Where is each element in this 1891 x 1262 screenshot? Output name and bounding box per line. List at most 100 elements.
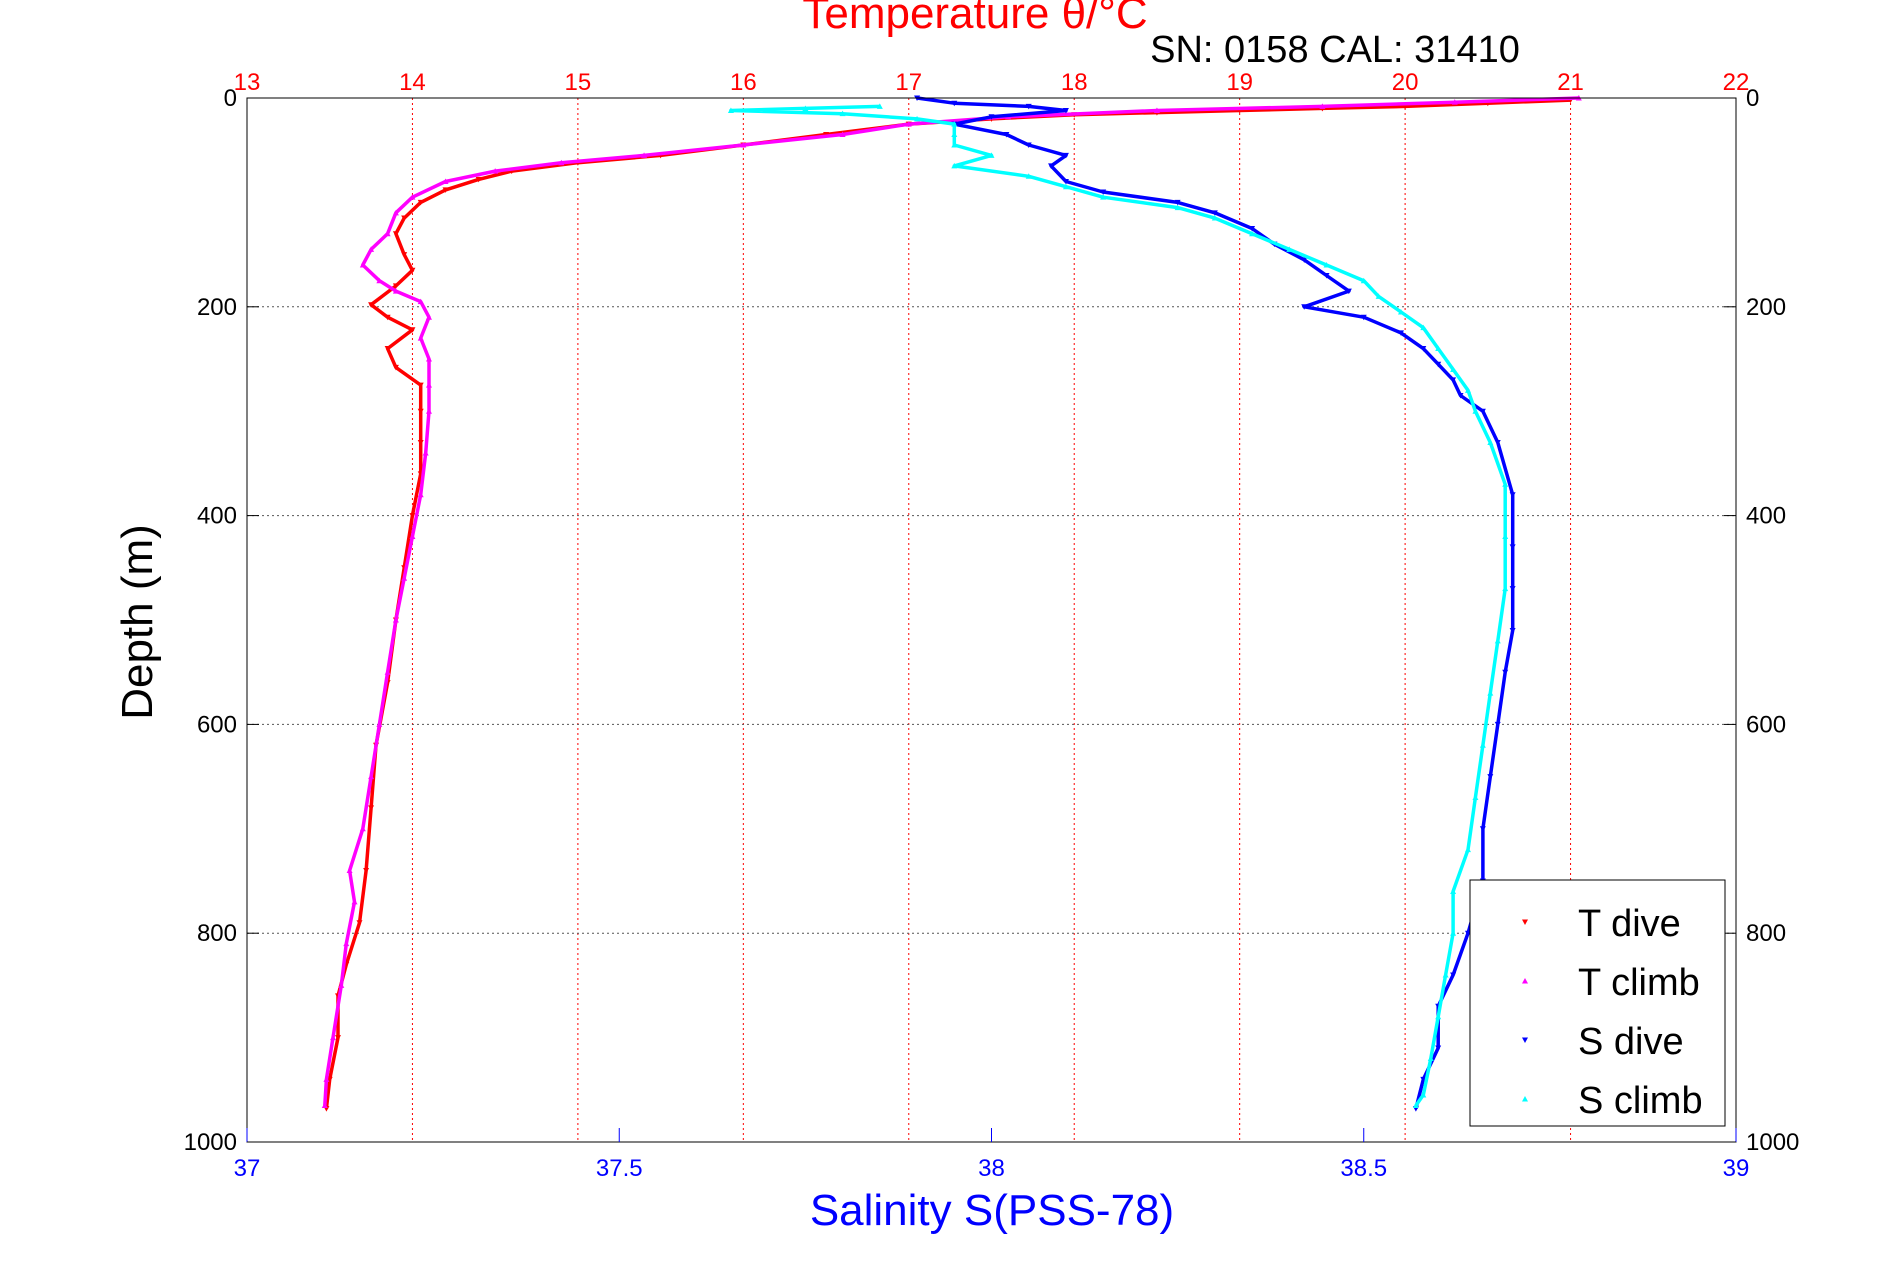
data-point: [376, 277, 383, 284]
data-point: [368, 773, 375, 780]
data-point: [1360, 314, 1367, 321]
data-point: [392, 364, 399, 371]
data-point: [1450, 366, 1457, 372]
data-point: [417, 408, 424, 415]
data-point: [727, 107, 734, 114]
data-point: [492, 168, 499, 174]
data-point: [1174, 199, 1181, 206]
data-point: [1249, 230, 1256, 237]
left-tick-label: 0: [224, 85, 237, 112]
data-point: [392, 209, 399, 216]
data-point: [425, 314, 432, 320]
data-point: [1435, 345, 1442, 352]
data-point: [392, 617, 399, 623]
data-point: [1100, 194, 1107, 200]
data-point: [1420, 324, 1427, 331]
data-point: [392, 231, 399, 237]
data-point: [334, 1035, 341, 1041]
data-point: [1025, 142, 1032, 148]
data-point: [330, 1034, 337, 1041]
data-point: [384, 346, 391, 352]
legend: T dive T climb S dive S climb: [1469, 879, 1726, 1127]
top-tick-label: 22: [1723, 69, 1750, 96]
data-point: [1502, 533, 1509, 539]
data-point: [1479, 826, 1486, 832]
data-point: [376, 721, 383, 727]
data-point: [1509, 586, 1516, 592]
left-tick-label: 800: [197, 920, 237, 947]
data-point: [1487, 774, 1494, 780]
top-tick-label: 19: [1226, 69, 1253, 96]
legend-marker: [1522, 978, 1528, 984]
data-point: [1420, 346, 1427, 352]
data-point: [1464, 846, 1471, 853]
data-point: [384, 314, 391, 321]
data-point: [1062, 108, 1069, 114]
data-point: [323, 1076, 330, 1082]
data-point: [363, 868, 370, 874]
data-point: [422, 449, 429, 456]
data-point: [1487, 439, 1494, 446]
data-point: [425, 382, 432, 388]
data-point: [409, 327, 416, 333]
data-point: [425, 356, 432, 362]
data-point: [1457, 393, 1464, 399]
y-axis-label: Depth (m): [113, 524, 162, 720]
right-tick-label: 600: [1746, 711, 1786, 738]
axes: 13 14 15 16 17 18 19 20 21 22 37 37.5 38 38.5 39 0 0 200 2…: [184, 69, 1800, 1182]
data-point: [409, 513, 416, 519]
data-point: [951, 100, 958, 107]
data-point: [740, 141, 747, 148]
data-point: [1174, 204, 1181, 211]
data-point: [951, 141, 958, 148]
data-point: [1211, 210, 1218, 216]
left-tick-label: 200: [197, 294, 237, 321]
data-point: [839, 110, 846, 117]
data-point: [401, 575, 408, 581]
data-point: [409, 267, 416, 274]
data-point: [951, 121, 958, 127]
data-point: [1435, 1045, 1442, 1052]
data-point: [1319, 103, 1326, 109]
right-tick-label: 800: [1746, 920, 1786, 947]
data-points: [321, 95, 1582, 1112]
data-point: [343, 940, 350, 947]
data-point: [1451, 99, 1458, 105]
legend-box: [1469, 879, 1726, 1127]
data-point: [321, 1102, 328, 1108]
data-point: [1286, 246, 1293, 252]
data-point: [1464, 387, 1471, 393]
data-point: [409, 533, 416, 539]
data-point: [384, 230, 391, 237]
bottom-tick-label: 37.5: [596, 1155, 643, 1182]
data-point: [417, 491, 424, 498]
data-point: [384, 669, 391, 675]
series-s-climb: [727, 103, 1509, 1108]
data-point: [1048, 163, 1055, 169]
legend-label: T dive: [1578, 903, 1681, 945]
data-point: [1509, 492, 1516, 498]
data-point: [425, 408, 432, 414]
data-point: [914, 115, 921, 122]
top-tick-label: 20: [1392, 69, 1419, 96]
data-point: [951, 162, 958, 169]
data-point: [1062, 152, 1069, 159]
data-point: [1062, 183, 1069, 190]
data-point: [1479, 742, 1486, 748]
data-point: [368, 246, 375, 252]
data-point: [1360, 277, 1367, 284]
data-point: [1494, 721, 1501, 728]
data-point: [1502, 481, 1509, 487]
data-point: [368, 805, 375, 811]
top-tick-label: 16: [730, 69, 757, 96]
chart-title: Temperature θ/°C: [802, 0, 1147, 38]
data-point: [1025, 103, 1032, 110]
data-point: [338, 982, 345, 988]
data-point: [1435, 1013, 1442, 1020]
top-tick-label: 21: [1557, 69, 1584, 96]
data-point: [356, 920, 363, 926]
bottom-tick-label: 37: [234, 1155, 261, 1182]
right-tick-label: 200: [1746, 294, 1786, 321]
data-point: [409, 194, 416, 200]
data-point: [1487, 690, 1494, 696]
